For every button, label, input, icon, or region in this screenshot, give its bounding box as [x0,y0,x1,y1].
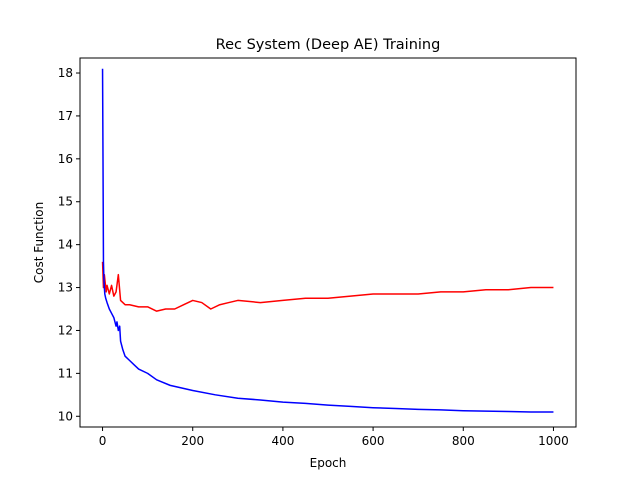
y-tick-label: 14 [58,238,73,252]
y-tick-label: 13 [58,281,73,295]
x-tick-label: 1000 [538,434,569,448]
y-tick-label: 11 [58,366,73,380]
y-tick-label: 16 [58,152,73,166]
y-axis-label: Cost Function [32,202,46,284]
series-layer [101,68,554,413]
axes-frame [79,57,577,428]
y-axis: 10 11 12 13 14 15 16 17 18 [58,66,80,423]
x-tick-label: 0 [99,434,107,448]
series-line-1 [101,261,554,312]
x-tick-label: 400 [271,434,294,448]
chart-title: Rec System (Deep AE) Training [216,37,441,53]
y-tick-label: 10 [58,409,73,423]
y-tick-label: 15 [58,195,73,209]
series-line-2 [101,68,554,413]
x-tick-label: 800 [452,434,475,448]
x-tick-label: 200 [181,434,204,448]
x-tick-label: 600 [362,434,385,448]
plot-area [79,57,577,428]
y-tick-label: 18 [58,66,73,80]
y-tick-label: 12 [58,323,73,337]
y-tick-label: 17 [58,109,73,123]
x-axis: 0 200 400 600 800 1000 [99,427,569,448]
x-axis-label: Epoch [310,456,347,470]
